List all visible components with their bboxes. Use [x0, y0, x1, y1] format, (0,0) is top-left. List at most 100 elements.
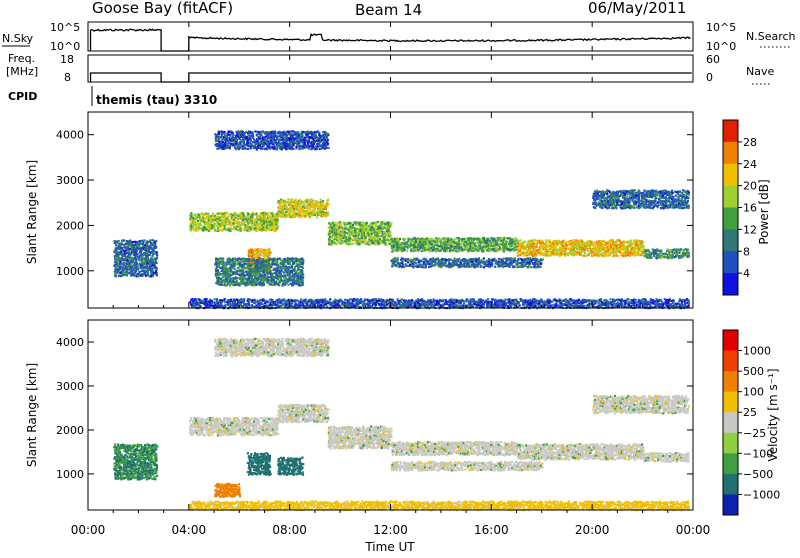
echo-cell [224, 282, 226, 284]
echo-cell [222, 276, 224, 278]
echo-cell [608, 244, 610, 246]
echo-cell [460, 243, 462, 245]
echo-cell [229, 230, 231, 232]
echo-cell [568, 243, 570, 245]
echo-cell [617, 255, 619, 257]
echo-cell [425, 243, 427, 245]
echo-cell [465, 259, 467, 261]
echo-cell [426, 238, 428, 240]
freq-label-2: [MHz] [6, 65, 38, 78]
echo-cell [429, 241, 431, 243]
echo-cell [446, 265, 448, 267]
echo-cell [638, 194, 640, 196]
echo-cell [480, 265, 482, 267]
echo-cell [284, 200, 286, 202]
echo-cell [325, 208, 327, 210]
echo-cell [252, 227, 254, 229]
echo-cell [297, 266, 299, 268]
echo-cell [327, 203, 329, 205]
echo-cell [131, 247, 133, 249]
echo-cell [379, 240, 381, 242]
echo-cell [643, 245, 645, 247]
echo-cell [280, 259, 282, 261]
echo-cell [396, 259, 398, 261]
echo-cell [406, 250, 408, 252]
echo-cell [276, 270, 278, 272]
echo-cell [599, 246, 601, 248]
echo-cell [121, 244, 123, 246]
echo-cell [472, 241, 474, 243]
echo-cell [606, 198, 608, 200]
echo-cell [304, 210, 306, 212]
echo-cell [623, 207, 625, 209]
echo-cell [345, 236, 347, 238]
echo-cell [477, 250, 479, 252]
echo-cell [525, 264, 527, 266]
echo-cell [218, 213, 220, 215]
echo-cell [375, 221, 377, 223]
echo-cell [291, 277, 293, 279]
echo-cell [602, 243, 604, 245]
echo-cell [375, 238, 377, 240]
echo-cell [337, 240, 339, 242]
echo-cell [634, 189, 636, 191]
echo-cell [288, 284, 290, 286]
echo-cell [659, 252, 661, 254]
echo-cell [412, 241, 414, 243]
echo-cell [672, 192, 674, 194]
echo-cell [616, 207, 618, 209]
echo-cell [297, 280, 299, 282]
noise-tick-left-top: 10^5 [50, 21, 80, 34]
echo-cell [208, 213, 210, 215]
echo-cell [261, 248, 263, 250]
echo-cell [435, 237, 437, 239]
echo-cell [244, 229, 246, 231]
echo-cell [390, 235, 392, 237]
echo-cell [658, 195, 660, 197]
echo-cell [247, 263, 249, 265]
echo-cell [373, 222, 375, 224]
echo-cell [511, 258, 513, 260]
echo-cell [399, 242, 401, 244]
echo-cell [235, 284, 237, 286]
echo-cell [491, 265, 493, 267]
echo-cell [672, 196, 674, 198]
echo-cell [258, 219, 260, 221]
echo-cell [482, 250, 484, 252]
echo-cell [278, 270, 280, 272]
echo-cell [584, 252, 586, 254]
echo-cell [241, 260, 243, 262]
echo-cell [223, 262, 225, 264]
echo-cell [415, 262, 417, 264]
echo-cell [570, 253, 572, 255]
echo-cell [671, 251, 673, 253]
echo-cell [312, 200, 314, 202]
echo-cell [494, 246, 496, 248]
echo-cell [291, 271, 293, 273]
echo-cell [575, 239, 577, 241]
echo-cell [595, 192, 597, 194]
echo-cell [642, 198, 644, 200]
echo-cell [453, 244, 455, 246]
echo-cell [199, 222, 201, 224]
echo-cell [255, 284, 257, 286]
echo-cell [327, 199, 329, 201]
echo-cell [225, 275, 227, 277]
echo-cell [299, 214, 301, 216]
echo-cell [293, 268, 295, 270]
echo-cell [121, 247, 123, 249]
echo-cell [237, 267, 239, 269]
echo-cell [468, 264, 470, 266]
echo-cell [471, 261, 473, 263]
echo-cell [688, 194, 690, 196]
echo-cell [414, 243, 416, 245]
echo-cell [591, 241, 593, 243]
echo-cell [273, 279, 275, 281]
echo-cell [450, 266, 452, 268]
echo-cell [413, 250, 415, 252]
echo-cell [233, 226, 235, 228]
echo-cell [278, 284, 280, 286]
echo-cell [450, 238, 452, 240]
echo-cell [540, 266, 542, 268]
